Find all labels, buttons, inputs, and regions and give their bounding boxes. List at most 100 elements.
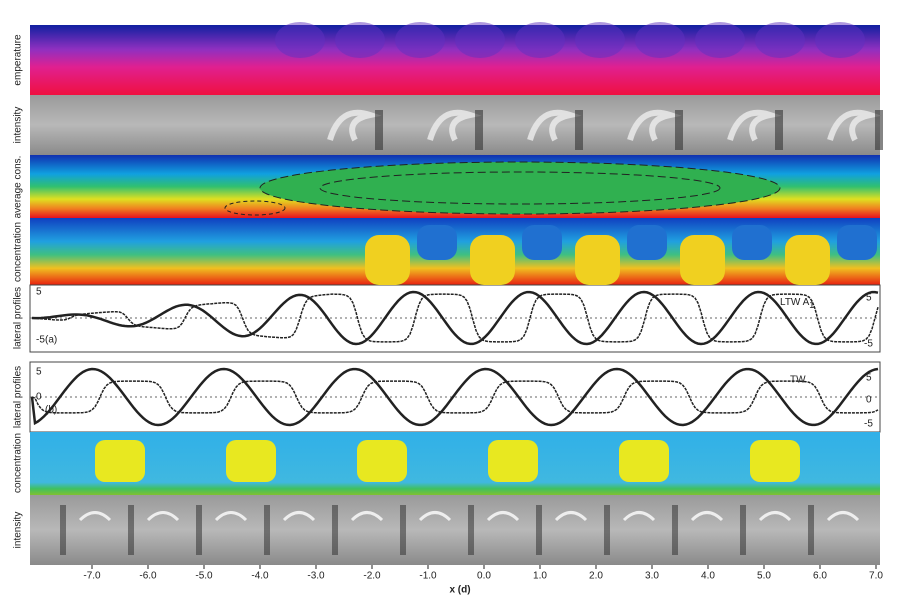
- swirl: [527, 109, 582, 142]
- x-tick-label: -7.0: [83, 571, 101, 582]
- tick-label: 5: [36, 367, 42, 378]
- plume: [635, 22, 685, 58]
- x-tick-label: 4.0: [701, 571, 715, 582]
- blob: [732, 225, 772, 260]
- wave-name: LTW A1: [780, 297, 814, 311]
- x-tick-label: -4.0: [251, 571, 269, 582]
- stripe: [60, 505, 66, 555]
- blob: [522, 225, 562, 260]
- stripe: [400, 505, 406, 555]
- arc: [350, 511, 384, 522]
- panel-label: emperature: [13, 34, 24, 86]
- intensity-field: [30, 495, 880, 565]
- cell: [619, 440, 669, 482]
- stripe: [196, 505, 202, 555]
- contour: [259, 161, 781, 215]
- shadow: [375, 110, 383, 150]
- blob: [417, 225, 457, 260]
- plume: [575, 22, 625, 58]
- wave-name: TW: [790, 375, 806, 386]
- profile: [31, 380, 879, 414]
- x-tick-label: -6.0: [139, 571, 157, 582]
- stripe: [536, 505, 542, 555]
- x-tick-label: 0.0: [477, 571, 491, 582]
- stripe: [808, 505, 814, 555]
- arc: [826, 511, 860, 522]
- plume: [815, 22, 865, 58]
- arc: [418, 511, 452, 522]
- panel-label: intensity: [13, 107, 24, 144]
- x-tick-label: -1.0: [419, 571, 437, 582]
- stripe: [740, 505, 746, 555]
- swirl: [727, 109, 782, 142]
- subscript: 1: [809, 300, 814, 310]
- arc: [78, 511, 112, 522]
- shadow: [475, 110, 483, 150]
- stripe: [604, 505, 610, 555]
- plume: [335, 22, 385, 58]
- tick-label: -5: [864, 419, 873, 430]
- contour: [224, 200, 286, 216]
- stripe: [672, 505, 678, 555]
- tick-label: 5: [866, 373, 872, 384]
- stripe: [264, 505, 270, 555]
- arc: [758, 511, 792, 522]
- tick-label: 5: [36, 287, 42, 298]
- panel-label: lateral profiles: [13, 287, 24, 349]
- swirl: [627, 109, 682, 142]
- x-tick-label: 6.0: [813, 571, 827, 582]
- blob: [785, 235, 830, 285]
- blob: [837, 225, 877, 260]
- blob: [470, 235, 515, 285]
- blob: [627, 225, 667, 260]
- profile: [31, 293, 879, 343]
- arc: [622, 511, 656, 522]
- tick-label: 0: [866, 395, 872, 406]
- swirl: [827, 109, 882, 142]
- contour: [319, 171, 721, 205]
- cell: [357, 440, 407, 482]
- panel-label: lateral profiles: [13, 366, 24, 428]
- blob: [680, 235, 725, 285]
- arc: [146, 511, 180, 522]
- arc: [214, 511, 248, 522]
- name: LTW A: [780, 297, 810, 308]
- swirl: [327, 109, 382, 142]
- panel-label: concentration: [13, 433, 24, 493]
- plume: [275, 22, 325, 58]
- plume: [395, 22, 445, 58]
- x-tick-label: 7.0: [869, 571, 883, 582]
- tick-label: 5: [866, 293, 872, 304]
- x-tick-label: -2.0: [363, 571, 381, 582]
- tick-label: -5: [36, 335, 45, 346]
- x-tick-label: 1.0: [533, 571, 547, 582]
- tick-label: 0: [36, 392, 42, 403]
- concentration-field: [30, 432, 880, 495]
- cell: [750, 440, 800, 482]
- shadow: [575, 110, 583, 150]
- shadow: [675, 110, 683, 150]
- arc: [690, 511, 724, 522]
- panel-label: intensity: [13, 512, 24, 549]
- temperature-field: [30, 25, 880, 95]
- shadow: [875, 110, 883, 150]
- side-labels: emperature intensity average cons. conce…: [13, 34, 24, 548]
- x-tick-label: -3.0: [307, 571, 325, 582]
- cell: [226, 440, 276, 482]
- x-axis-label: x (d): [449, 585, 470, 596]
- plume: [455, 22, 505, 58]
- blob: [575, 235, 620, 285]
- arc: [554, 511, 588, 522]
- panel-label: average cons.: [13, 156, 24, 219]
- panel-label: concentration: [13, 222, 24, 282]
- stripe: [128, 505, 134, 555]
- x-tick-label: 2.0: [589, 571, 603, 582]
- plume: [695, 22, 745, 58]
- cell: [488, 440, 538, 482]
- panel-tag: (a): [45, 335, 57, 346]
- arc: [486, 511, 520, 522]
- arc: [282, 511, 316, 522]
- stripe: [468, 505, 474, 555]
- swirl: [427, 109, 482, 142]
